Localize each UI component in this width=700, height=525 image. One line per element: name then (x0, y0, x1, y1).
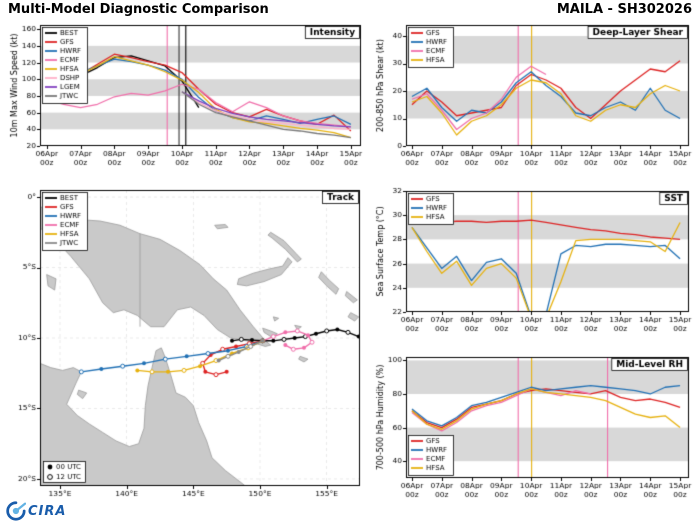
deep-layer-shear-chart (372, 20, 694, 172)
intensity-chart (6, 20, 366, 172)
track-map (6, 186, 366, 504)
sst-chart (372, 186, 694, 338)
cira-logo-text: CIRA (28, 503, 67, 519)
cira-logo: CIRA (4, 500, 66, 522)
storm-id: MAILA - SH302026 (556, 2, 692, 17)
page-title: Multi-Model Diagnostic Comparison (8, 2, 269, 17)
mid-level-rh-chart (372, 352, 694, 504)
cira-swoosh-icon (4, 500, 26, 522)
